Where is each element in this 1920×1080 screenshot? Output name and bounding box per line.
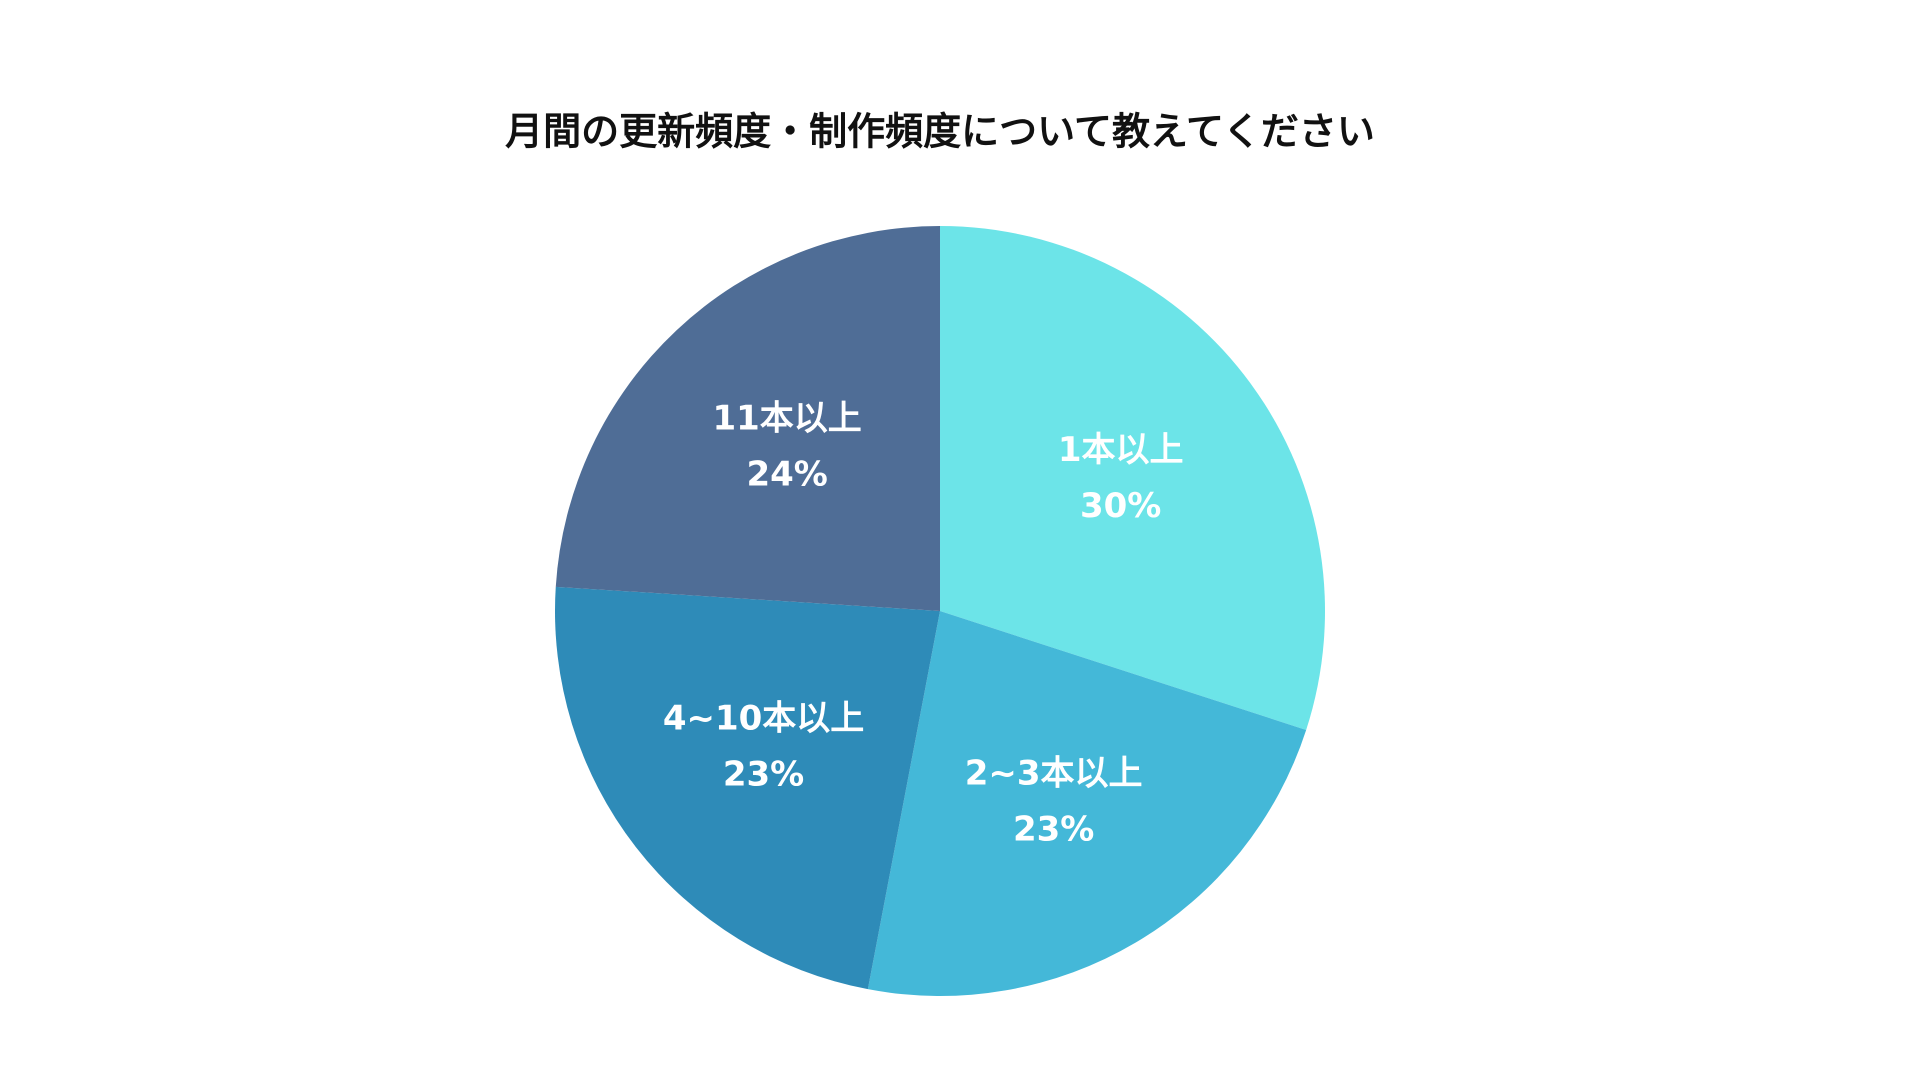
chart-title: 月間の更新頻度・制作頻度について教えてください [505,110,1375,154]
slice-label: 4~10本以上 [663,698,864,738]
slice-label: 2~3本以上 [965,754,1143,794]
slice-value-label: 23% [1013,810,1094,850]
slice-label: 1本以上 [1058,430,1184,470]
slice-label: 11本以上 [712,399,861,439]
slice-value-label: 23% [723,754,804,794]
pie-slice [555,586,940,990]
pie-slice [940,226,1325,730]
slice-value-label: 30% [1080,486,1161,526]
pie-slice [555,226,940,611]
pie-slice [867,611,1307,996]
slice-value-label: 24% [746,455,827,495]
